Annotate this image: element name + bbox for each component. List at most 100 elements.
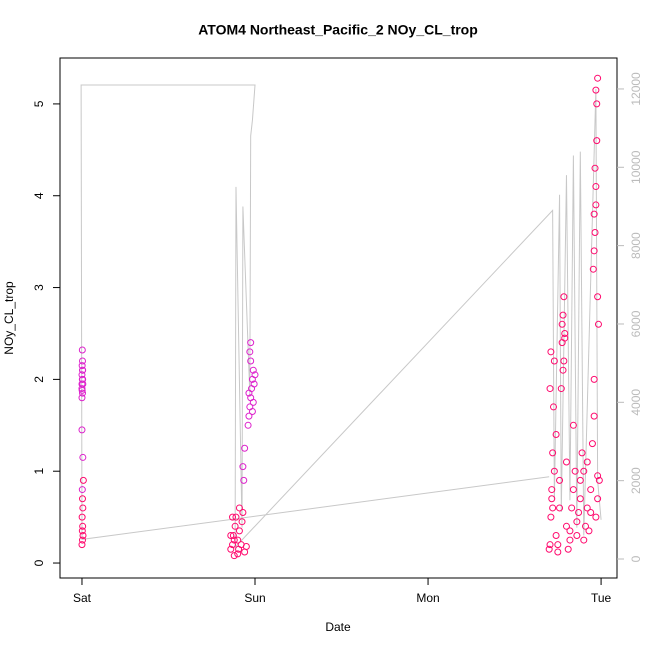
point (556, 476, 564, 484)
point (249, 398, 257, 406)
point (571, 467, 579, 475)
point (246, 348, 254, 356)
point (560, 293, 568, 301)
y-tick-label: 0 (32, 559, 46, 566)
point (576, 476, 584, 484)
point (591, 164, 599, 172)
point (235, 527, 243, 535)
point (573, 531, 581, 539)
point (241, 444, 249, 452)
point (557, 385, 565, 393)
point (554, 541, 562, 549)
point (230, 536, 238, 544)
point (592, 183, 600, 191)
point (240, 476, 248, 484)
point (227, 531, 235, 539)
point (235, 504, 243, 512)
point (247, 357, 255, 365)
point (231, 522, 239, 530)
point (79, 504, 87, 512)
point (229, 541, 237, 549)
x-tick-label: Mon (416, 591, 439, 605)
point (562, 522, 570, 530)
point (245, 389, 253, 397)
point (78, 527, 86, 535)
point (547, 348, 555, 356)
point (234, 536, 242, 544)
point (78, 346, 86, 354)
point (79, 375, 87, 383)
y2-tick-label: 6000 (629, 310, 643, 337)
point (594, 74, 602, 82)
y2-tick-label: 0 (629, 555, 643, 562)
point (583, 504, 591, 512)
point (78, 541, 86, 549)
point (585, 527, 593, 535)
point (560, 357, 568, 365)
point (247, 339, 255, 347)
point (592, 86, 600, 94)
point (556, 504, 564, 512)
y2-tick-label: 4000 (629, 389, 643, 416)
point (229, 513, 237, 521)
point (244, 421, 252, 429)
point (583, 458, 591, 466)
point (249, 366, 257, 374)
point (592, 201, 600, 209)
point (559, 311, 567, 319)
point (79, 522, 87, 530)
y-axis-label: NOy_CL_trop (2, 281, 16, 355)
point (594, 495, 602, 503)
point (590, 247, 598, 255)
point (79, 453, 87, 461)
point (594, 472, 602, 480)
point (78, 386, 86, 394)
point (227, 545, 235, 553)
point (561, 329, 569, 337)
point (554, 548, 562, 556)
altitude-line (80, 84, 602, 549)
point (78, 513, 86, 521)
point (78, 389, 86, 397)
point (549, 449, 557, 457)
point (589, 265, 597, 273)
point (550, 357, 558, 365)
point (547, 513, 555, 521)
point (78, 426, 86, 434)
y-tick-label: 3 (32, 284, 46, 291)
point (588, 440, 596, 448)
y2-tick-label: 2000 (629, 467, 643, 494)
point (250, 380, 258, 388)
y-tick-label: 5 (32, 100, 46, 107)
point (576, 495, 584, 503)
point (590, 375, 598, 383)
point (594, 293, 602, 301)
point (590, 412, 598, 420)
point (568, 504, 576, 512)
point (248, 408, 256, 416)
point (549, 504, 557, 512)
point (78, 362, 86, 370)
point (230, 552, 238, 560)
x-tick-label: Sat (73, 591, 92, 605)
point (587, 486, 595, 494)
y-tick-label: 4 (32, 192, 46, 199)
point (595, 476, 603, 484)
point (593, 100, 601, 108)
point (580, 467, 588, 475)
point (580, 536, 588, 544)
point (79, 531, 87, 539)
point (229, 531, 237, 539)
point (548, 486, 556, 494)
point (234, 550, 242, 558)
point (569, 421, 577, 429)
y-tick-label: 1 (32, 468, 46, 475)
point (559, 366, 567, 374)
point (573, 518, 581, 526)
point (239, 509, 247, 517)
y2-tick-label: 10000 (629, 150, 643, 184)
point (587, 509, 595, 517)
point (78, 495, 86, 503)
point (78, 357, 86, 365)
point (558, 320, 566, 328)
